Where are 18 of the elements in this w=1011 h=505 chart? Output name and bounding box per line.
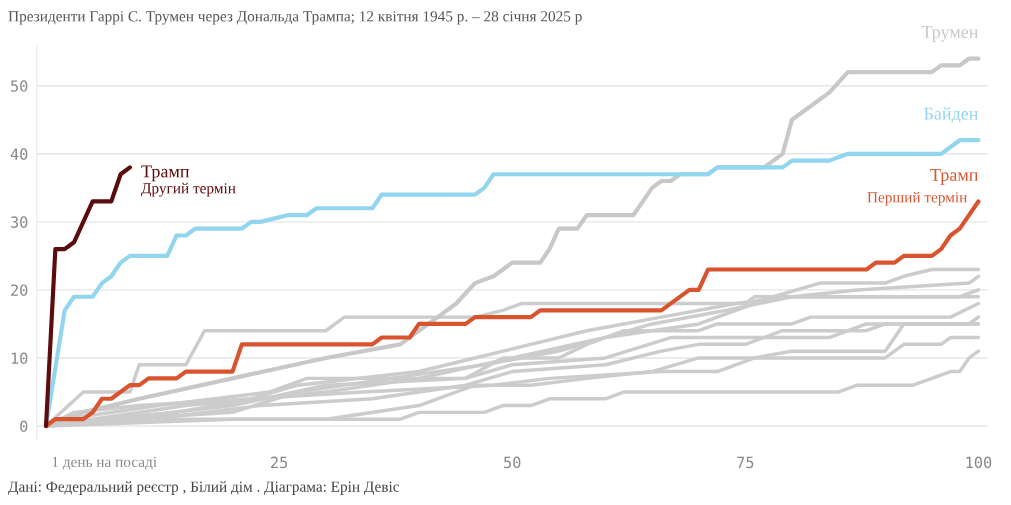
series-label: Байден <box>924 107 978 124</box>
y-tick-label: 30 <box>10 216 28 228</box>
y-tick-label: 40 <box>10 148 28 160</box>
x-tick-label: 25 <box>271 456 288 469</box>
y-tick-label: 20 <box>11 284 28 296</box>
annotation: Другий термін <box>141 182 236 197</box>
x-tick-label: 50 <box>504 456 521 469</box>
text: Дані: Федеральний реєстр , Білий дім . Діаграма: Ерін Девіс <box>8 481 400 495</box>
annotation: Перший термін <box>867 191 967 206</box>
y-tick-label: 10 <box>11 352 28 365</box>
series-label: Трамп <box>930 168 978 185</box>
x-tick-label: 75 <box>737 456 754 469</box>
x-tick-label: 1 день на посаді <box>52 456 157 470</box>
series-label: Трамп <box>141 165 190 182</box>
x-tick-label: 100 <box>966 456 992 469</box>
chart-title: Президенти Гаррі С. Трумен через Дональда Трампа; 12 квітня 1945 р. – 28 січня 2025 р <box>8 11 582 25</box>
y-tick-label: 0 <box>20 420 28 433</box>
y-tick-label: 50 <box>11 80 28 92</box>
